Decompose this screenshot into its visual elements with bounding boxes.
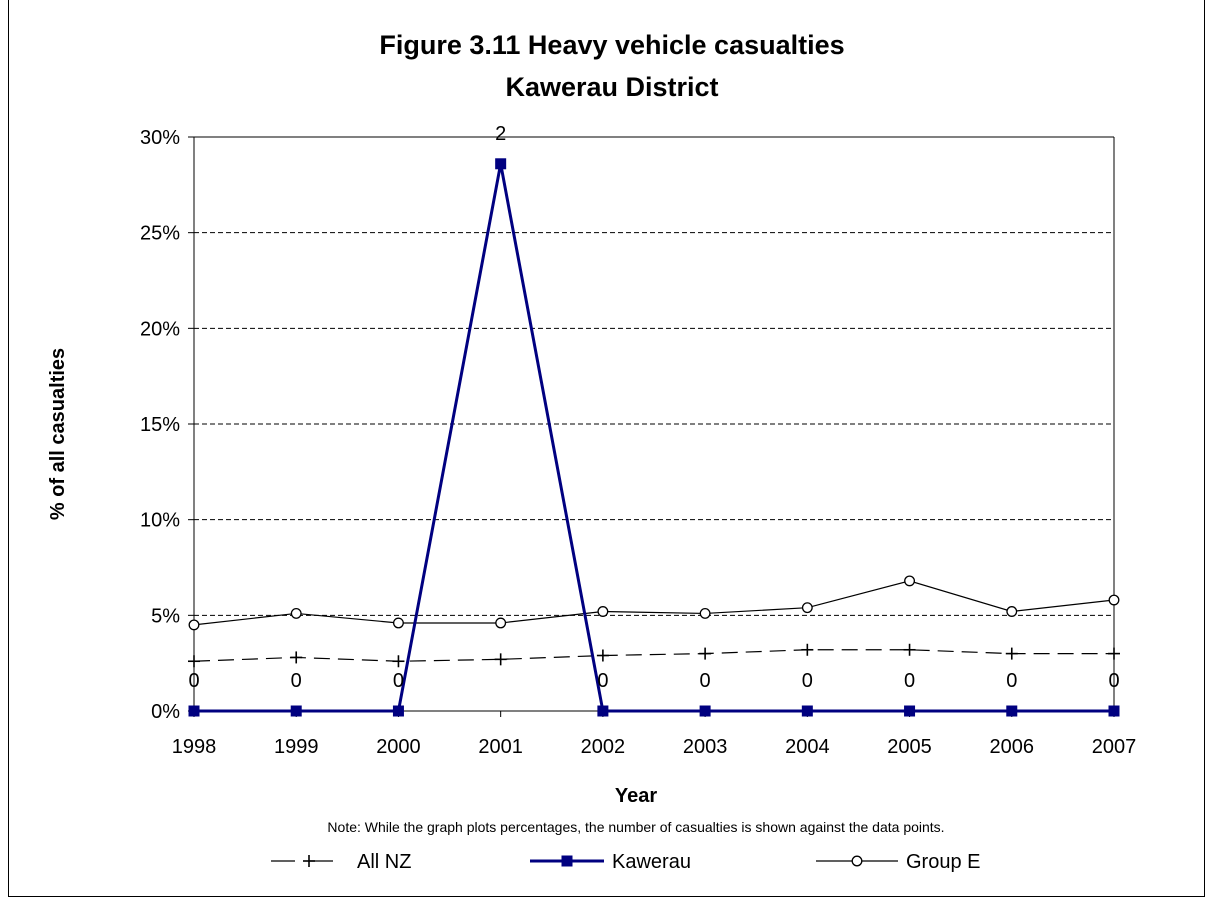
- x-axis-title: Year: [615, 785, 657, 807]
- data-point-all-nz: [903, 643, 916, 656]
- x-tick-label: 2002: [581, 736, 626, 758]
- data-point-group-e: [188, 619, 200, 631]
- x-tick-label: 2005: [887, 736, 932, 758]
- data-point-group-e: [495, 617, 507, 629]
- data-label-count: 0: [802, 670, 813, 692]
- data-point-all-nz: [801, 643, 814, 656]
- data-point-all-nz: [290, 651, 303, 664]
- legend-kawerau-marker: [561, 855, 573, 867]
- data-point-kawerau: [904, 705, 916, 717]
- series-line-all-nz: [193, 649, 1114, 662]
- legend-kawerau-label: Kawerau: [612, 851, 691, 873]
- data-point-group-e: [801, 602, 813, 614]
- legend-all-nz-item: All NZ: [271, 851, 411, 873]
- data-point-group-e: [290, 607, 302, 619]
- plot-area: 0%5%10%15%20%25%30%1998 1999 2000 2001 2002 2…: [140, 123, 1136, 758]
- data-point-kawerau: [699, 705, 711, 717]
- data-point-group-e: [1108, 594, 1120, 606]
- x-tick-label: 1999: [274, 736, 319, 758]
- data-point-all-nz: [596, 649, 609, 662]
- y-tick-label: 25%: [140, 223, 180, 245]
- chart-title-line-2: Kawerau District: [505, 72, 718, 102]
- x-tick-label: 2007: [1092, 736, 1137, 758]
- data-point-kawerau: [392, 705, 404, 717]
- chart-title-line-1: Figure 3.11 Heavy vehicle casualties: [379, 30, 844, 60]
- data-point-group-e: [392, 617, 404, 629]
- data-label-count: 0: [904, 670, 915, 692]
- data-point-all-nz: [392, 655, 405, 668]
- data-point-group-e: [1006, 606, 1018, 617]
- legend-all-nz-label: All NZ: [357, 851, 411, 873]
- data-point-group-e: [699, 607, 711, 619]
- data-label-count: 0: [700, 670, 711, 692]
- data-point-kawerau: [188, 705, 200, 717]
- x-tick-label: 2003: [683, 736, 728, 758]
- data-point-group-e: [597, 606, 609, 617]
- data-point-kawerau: [1006, 705, 1018, 717]
- data-point-kawerau: [495, 158, 507, 170]
- data-point-all-nz: [1108, 647, 1120, 660]
- x-tick-label: 2000: [376, 736, 421, 758]
- y-tick-label: 0%: [151, 701, 180, 723]
- y-axis-title: % of all casualties: [47, 348, 69, 520]
- data-point-group-e: [904, 575, 916, 587]
- data-point-all-nz: [699, 647, 712, 660]
- y-tick-label: 30%: [140, 127, 180, 149]
- series-line-kawerau: [194, 163, 1114, 713]
- data-point-kawerau: [597, 705, 609, 717]
- data-label-count: 2: [495, 123, 506, 145]
- data-label-count: 0: [188, 670, 199, 692]
- y-tick-label: 20%: [140, 318, 180, 340]
- legend: All NZ Kawerau Group E: [271, 851, 980, 873]
- legend-all-nz-marker: [303, 855, 315, 867]
- x-tick-label: 2006: [990, 736, 1035, 758]
- x-tick-label: 2004: [785, 736, 830, 758]
- data-label-count: 0: [291, 670, 302, 692]
- data-point-kawerau: [801, 705, 813, 717]
- x-tick-label: 2001: [478, 736, 523, 758]
- data-label-count: 0: [393, 670, 404, 692]
- legend-group-e-marker: [851, 855, 863, 867]
- data-point-all-nz: [1005, 647, 1018, 660]
- legend-kawerau-item: Kawerau: [530, 851, 691, 873]
- y-tick-label: 10%: [140, 510, 180, 532]
- data-label-count: 0: [597, 670, 608, 692]
- data-point-all-nz: [494, 653, 507, 666]
- y-tick-label: 5%: [151, 605, 180, 627]
- x-tick-label: 1998: [172, 736, 217, 758]
- data-point-all-nz: [188, 655, 200, 668]
- legend-group-e-label: Group E: [906, 851, 980, 873]
- data-point-kawerau: [1108, 705, 1120, 717]
- legend-group-e-item: Group E: [816, 851, 980, 873]
- data-label-count: 0: [1006, 670, 1017, 692]
- data-label-count: 0: [1108, 670, 1119, 692]
- data-point-kawerau: [290, 705, 302, 717]
- series-line-group-e: [193, 580, 1115, 626]
- y-tick-label: 15%: [140, 414, 180, 436]
- chart-note: Note: While the graph plots percentages,…: [327, 819, 944, 835]
